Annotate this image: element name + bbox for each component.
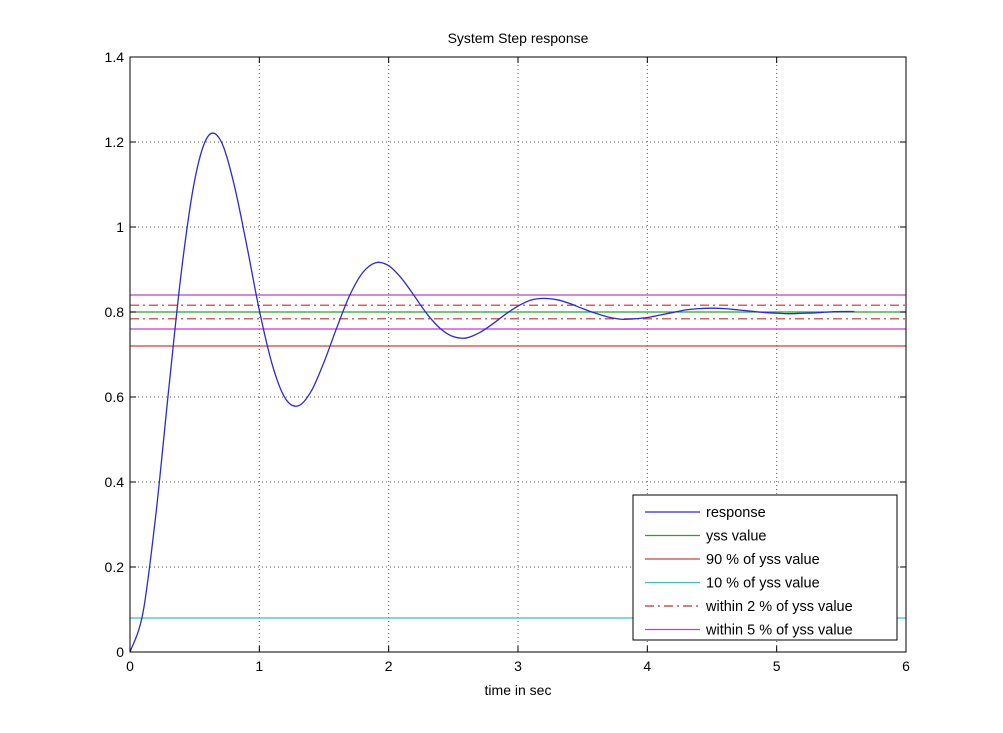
x-tick-label: 2: [385, 658, 393, 674]
y-tick-label: 0.6: [105, 389, 125, 405]
legend: response yss value 90 % of yss value 10 % o…: [632, 494, 898, 641]
legend-label: 90 % of yss value: [706, 552, 820, 568]
y-tick-label: 1.2: [105, 134, 125, 150]
legend-box: [632, 494, 898, 641]
y-tick-label: 0.4: [105, 474, 125, 490]
y-tick-label: 0.8: [105, 304, 125, 320]
y-tick-label: 1: [116, 219, 124, 235]
legend-label: response: [706, 505, 766, 521]
x-tick-label: 4: [643, 658, 651, 674]
legend-label: 10 % of yss value: [706, 576, 820, 592]
chart-title: System Step response: [448, 30, 589, 46]
y-tick-label: 0: [116, 644, 124, 660]
legend-label: yss value: [706, 529, 766, 545]
response-line: [129, 132, 855, 653]
legend-label: within 5 % of yss value: [705, 623, 853, 639]
x-tick-label: 6: [902, 658, 910, 674]
legend-label: within 2 % of yss value: [705, 599, 853, 615]
y-tick-label: 0.2: [105, 559, 125, 575]
ticks: 0 1 2 3 4 5 6 0 0.2 0.4 0.6 0.8 1 1.2 1.4: [105, 49, 911, 674]
x-tick-label: 5: [773, 658, 781, 674]
x-tick-label: 1: [255, 658, 263, 674]
x-tick-label: 3: [514, 658, 522, 674]
x-axis-label: time in sec: [485, 682, 552, 698]
y-tick-label: 1.4: [105, 49, 125, 65]
x-tick-label: 0: [126, 658, 134, 674]
